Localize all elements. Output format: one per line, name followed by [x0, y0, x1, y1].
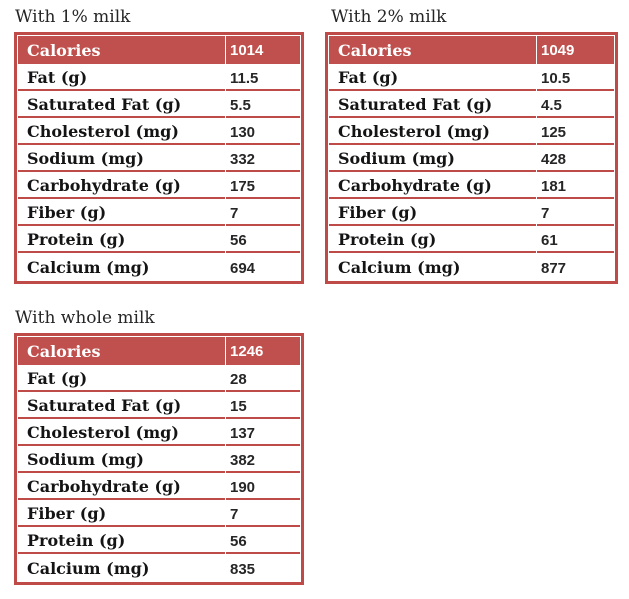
- table-row: Saturated Fat (g) 15: [18, 393, 300, 419]
- header-value: 1246: [226, 337, 300, 365]
- table-row: Fat (g) 28: [18, 366, 300, 392]
- row-label: Cholesterol (mg): [18, 420, 225, 446]
- header-label: Calories: [329, 36, 536, 64]
- row-value: 56: [226, 528, 300, 554]
- table-row: Cholesterol (mg) 125: [329, 119, 614, 145]
- table-row: Fat (g) 10.5: [329, 65, 614, 91]
- row-value: 15: [226, 393, 300, 419]
- table-row: Saturated Fat (g) 4.5: [329, 92, 614, 118]
- row-label: Calcium (mg): [27, 257, 150, 277]
- table-row: Protein (g) 56: [18, 227, 300, 253]
- nutrition-section-1pct-milk: With 1% milk Calories 1014 Fat (g) 11.5 …: [14, 6, 304, 284]
- row-value: 10.5: [537, 65, 614, 91]
- table-header-row: Calories 1049: [329, 36, 614, 64]
- row-value: 4.5: [537, 92, 614, 118]
- row-label: Cholesterol (mg): [18, 119, 225, 145]
- row-label: Calcium (mg): [338, 257, 461, 277]
- row-label: Carbohydrate (g): [18, 173, 225, 199]
- table-row: Sodium (mg) 332: [18, 146, 300, 172]
- row-value: 181: [537, 173, 614, 199]
- row-value: 137: [226, 420, 300, 446]
- nutrition-table-2pct: Calories 1049 Fat (g) 10.5 Saturated Fat…: [325, 32, 618, 284]
- table-row: Cholesterol (mg) 130: [18, 119, 300, 145]
- row-value: 175: [226, 173, 300, 199]
- table-row: Calcium (mg) 877: [329, 254, 614, 280]
- row-value: 125: [537, 119, 614, 145]
- row-label: Saturated Fat (g): [18, 92, 225, 118]
- table-row: Calcium (mg) 694: [18, 254, 300, 280]
- row-value: 332: [226, 146, 300, 172]
- row-value: 7: [226, 501, 300, 527]
- row-label: Cholesterol (mg): [329, 119, 536, 145]
- nutrition-section-whole-milk: With whole milk Calories 1246 Fat (g) 28…: [14, 307, 304, 585]
- header-value: 1014: [226, 36, 300, 64]
- row-value: 835: [230, 561, 256, 578]
- row-value: 56: [226, 227, 300, 253]
- table-title-2pct: With 2% milk: [331, 7, 447, 27]
- nutrition-section-2pct-milk: With 2% milk Calories 1049 Fat (g) 10.5 …: [325, 6, 618, 284]
- row-label: Protein (g): [18, 227, 225, 253]
- table-row: Protein (g) 61: [329, 227, 614, 253]
- table-row: Sodium (mg) 428: [329, 146, 614, 172]
- table-title-whole: With whole milk: [15, 308, 155, 328]
- row-label: Protein (g): [329, 227, 536, 253]
- table-header-row: Calories 1014: [18, 36, 300, 64]
- header-label: Calories: [18, 36, 225, 64]
- row-label: Saturated Fat (g): [18, 393, 225, 419]
- table-row: Calcium (mg) 835: [18, 555, 300, 581]
- table-title-1pct: With 1% milk: [15, 7, 131, 27]
- table-row: Fiber (g) 7: [329, 200, 614, 226]
- row-value: 28: [226, 366, 300, 392]
- row-label: Carbohydrate (g): [18, 474, 225, 500]
- table-row: Carbohydrate (g) 190: [18, 474, 300, 500]
- row-label: Protein (g): [18, 528, 225, 554]
- row-value: 5.5: [226, 92, 300, 118]
- row-label: Fiber (g): [329, 200, 536, 226]
- row-label: Carbohydrate (g): [329, 173, 536, 199]
- row-value: 61: [537, 227, 614, 253]
- row-label: Fat (g): [18, 366, 225, 392]
- row-value: 7: [537, 200, 614, 226]
- table-header-row: Calories 1246: [18, 337, 300, 365]
- row-value: 130: [226, 119, 300, 145]
- table-row: Carbohydrate (g) 181: [329, 173, 614, 199]
- row-label: Fat (g): [329, 65, 536, 91]
- row-value: 7: [226, 200, 300, 226]
- row-label: Fiber (g): [18, 501, 225, 527]
- table-row: Fiber (g) 7: [18, 200, 300, 226]
- row-label: Calcium (mg): [27, 558, 150, 578]
- row-label: Fat (g): [18, 65, 225, 91]
- row-label: Fiber (g): [18, 200, 225, 226]
- header-value: 1049: [537, 36, 614, 64]
- nutrition-table-1pct: Calories 1014 Fat (g) 11.5 Saturated Fat…: [14, 32, 304, 284]
- row-value: 694: [230, 260, 256, 277]
- row-label: Saturated Fat (g): [329, 92, 536, 118]
- table-row: Saturated Fat (g) 5.5: [18, 92, 300, 118]
- row-value: 428: [537, 146, 614, 172]
- row-label: Sodium (mg): [329, 146, 536, 172]
- table-row: Fiber (g) 7: [18, 501, 300, 527]
- row-value: 877: [541, 260, 567, 277]
- row-value: 190: [226, 474, 300, 500]
- row-label: Sodium (mg): [18, 146, 225, 172]
- row-value: 11.5: [226, 65, 300, 91]
- row-value: 382: [226, 447, 300, 473]
- header-label: Calories: [18, 337, 225, 365]
- nutrition-table-whole: Calories 1246 Fat (g) 28 Saturated Fat (…: [14, 333, 304, 585]
- table-row: Cholesterol (mg) 137: [18, 420, 300, 446]
- table-row: Carbohydrate (g) 175: [18, 173, 300, 199]
- table-row: Protein (g) 56: [18, 528, 300, 554]
- row-label: Sodium (mg): [18, 447, 225, 473]
- table-row: Sodium (mg) 382: [18, 447, 300, 473]
- table-row: Fat (g) 11.5: [18, 65, 300, 91]
